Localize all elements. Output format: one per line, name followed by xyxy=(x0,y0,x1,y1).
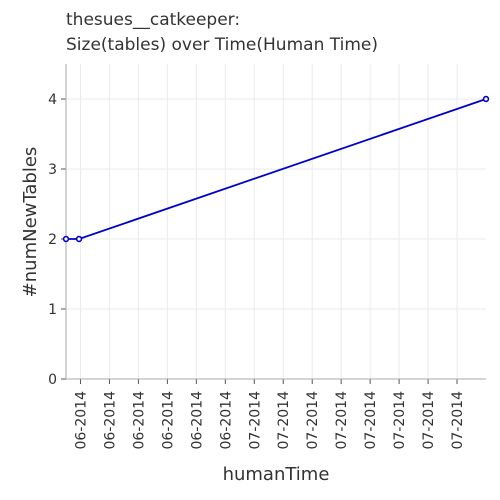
x-tick-label: 07-2014 xyxy=(363,391,379,450)
chart-title: thesues__catkeeper: xyxy=(66,10,240,30)
x-tick-label: 07-2014 xyxy=(305,391,321,450)
x-tick-label: 07-2014 xyxy=(247,391,263,450)
y-tick-label: 2 xyxy=(48,232,57,248)
y-axis-label: #numNewTables xyxy=(20,147,41,298)
x-tick-label: 07-2014 xyxy=(421,391,437,450)
x-tick-label: 06-2014 xyxy=(102,391,118,450)
x-tick-label: 07-2014 xyxy=(392,391,408,450)
x-tick-labels: 06-2014 06-2014 06-2014 06-2014 06-2014 06-20… xyxy=(73,391,466,450)
x-tick-label: 06-2014 xyxy=(160,391,176,450)
data-point xyxy=(62,235,70,243)
x-tick-label: 07-2014 xyxy=(276,391,292,450)
series xyxy=(62,95,490,243)
x-tick-label: 06-2014 xyxy=(73,391,89,450)
chart-subtitle: Size(tables) over Time(Human Time) xyxy=(66,35,378,55)
x-tick-label: 06-2014 xyxy=(131,391,147,450)
y-tick-label: 0 xyxy=(48,372,57,388)
y-tick-label: 4 xyxy=(48,92,57,108)
grid xyxy=(66,64,486,380)
x-axis-label: humanTime xyxy=(223,464,330,485)
x-tick-label: 06-2014 xyxy=(189,391,205,450)
y-tick-label: 1 xyxy=(48,302,57,318)
axes xyxy=(61,64,486,384)
data-point xyxy=(75,235,83,243)
x-tick-label: 07-2014 xyxy=(450,391,466,450)
data-point xyxy=(482,95,490,103)
x-tick-label: 06-2014 xyxy=(218,391,234,450)
y-tick-labels: 0 1 2 3 4 xyxy=(48,92,57,388)
y-tick-label: 3 xyxy=(48,162,57,178)
x-tick-label: 07-2014 xyxy=(334,391,350,450)
